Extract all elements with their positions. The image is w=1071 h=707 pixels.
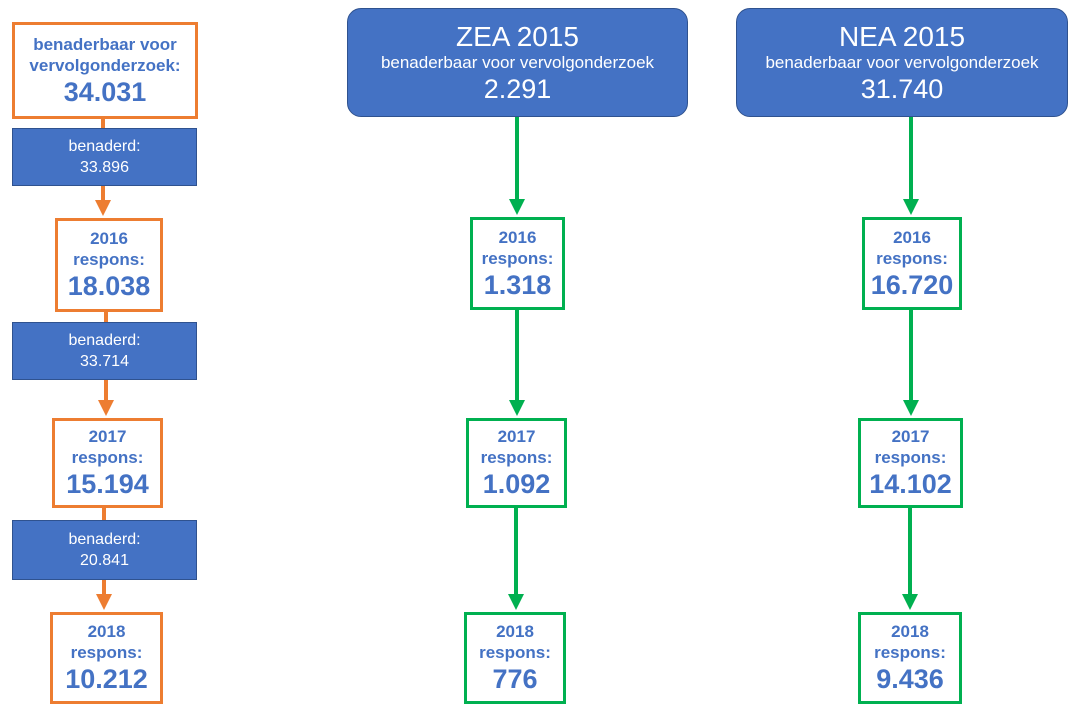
value: 2.291: [483, 73, 552, 104]
year: 2018: [87, 622, 126, 641]
response-box: 2017 respons: 1.092: [466, 418, 567, 508]
value: 14.102: [869, 469, 952, 499]
label: respons:: [874, 643, 946, 662]
year: 2016: [90, 229, 128, 248]
label: respons:: [73, 250, 145, 269]
label: benaderd:: [68, 332, 141, 349]
value: 31.740: [860, 73, 944, 104]
value: 776: [492, 664, 538, 694]
value: 18.038: [67, 271, 151, 301]
value: 15.194: [66, 469, 149, 499]
header-box: ZEA 2015 benaderbaar voor vervolgonderzo…: [347, 8, 688, 117]
label: respons:: [876, 248, 948, 268]
year: 2018: [891, 622, 929, 641]
label: benaderd:: [68, 138, 141, 155]
label: respons:: [479, 643, 551, 662]
header-box: NEA 2015 benaderbaar voor vervolgonderzo…: [736, 8, 1068, 117]
year: 2017: [497, 427, 536, 446]
contacted-box: benaderd: 33.896: [12, 128, 197, 186]
value: 20.841: [80, 552, 129, 569]
subtitle: benaderbaar voor vervolgonderzoek: [380, 52, 655, 72]
response-box: 2016 respons: 1.318: [470, 217, 565, 310]
title: NEA 2015: [838, 20, 966, 52]
start-box: benaderbaar voor vervolgonderzoek: 34.03…: [12, 22, 198, 119]
response-box: 2016 respons: 18.038: [55, 218, 163, 312]
year: 2016: [893, 227, 931, 247]
title: ZEA 2015: [456, 20, 579, 52]
label: respons:: [480, 448, 553, 467]
year: 2017: [88, 427, 127, 446]
contacted-box: benaderd: 20.841: [12, 520, 197, 580]
value: 1.318: [483, 269, 552, 300]
response-box: 2018 respons: 10.212: [50, 612, 163, 704]
value: 10.212: [65, 664, 148, 694]
label: respons:: [70, 643, 143, 662]
contacted-box: benaderd: 33.714: [12, 322, 197, 380]
value: 33.896: [80, 159, 129, 176]
response-box: 2018 respons: 776: [464, 612, 566, 704]
label: benaderd:: [68, 531, 141, 548]
value: 34.031: [63, 76, 147, 107]
response-box: 2017 respons: 14.102: [858, 418, 963, 508]
value: 33.714: [80, 353, 129, 370]
response-box: 2017 respons: 15.194: [52, 418, 163, 508]
response-box: 2018 respons: 9.436: [858, 612, 962, 704]
label: respons:: [481, 248, 554, 268]
year: 2016: [498, 227, 537, 247]
label: respons:: [874, 448, 947, 467]
value: 9.436: [876, 664, 944, 694]
year: 2017: [891, 427, 930, 446]
label: respons:: [71, 448, 144, 467]
value: 16.720: [870, 269, 954, 300]
response-box: 2016 respons: 16.720: [862, 217, 962, 310]
subtitle: benaderbaar voor vervolgonderzoek: [765, 52, 1039, 72]
value: 1.092: [482, 469, 551, 499]
year: 2018: [496, 622, 534, 641]
label: benaderbaar voor vervolgonderzoek:: [29, 34, 181, 75]
